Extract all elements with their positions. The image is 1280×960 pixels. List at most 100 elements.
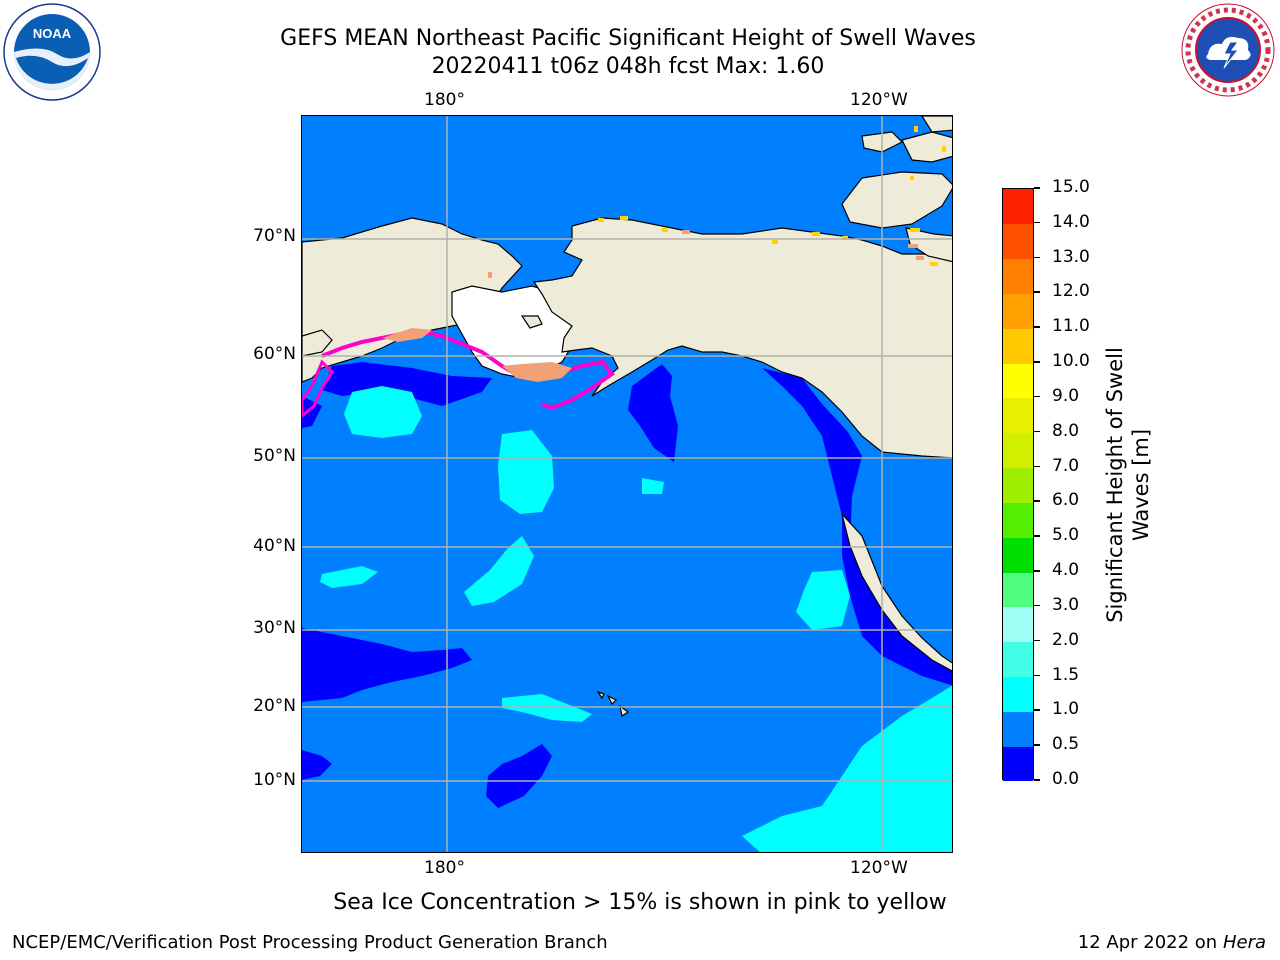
colorbar-segment (1003, 223, 1033, 260)
colorbar-segment (1003, 363, 1033, 399)
colorbar-tick-mark (1034, 291, 1040, 293)
footer-machine: Hera (1222, 932, 1266, 953)
grid-lines (302, 116, 952, 852)
colorbar-tick-mark (1034, 500, 1040, 502)
colorbar-tick-label: 13.0 (1052, 246, 1090, 267)
low-swell-zone-central-10n (486, 744, 552, 808)
colorbar-segment (1003, 572, 1033, 608)
colorbar-tick-mark (1034, 361, 1040, 363)
map-panel (301, 115, 953, 853)
colorbar-segment (1003, 537, 1033, 573)
low-swell-zone-west-10n (302, 750, 332, 780)
colorbar-tick-label: 7.0 (1052, 455, 1080, 476)
colorbar-tick-mark (1034, 430, 1040, 433)
colorbar-segment (1003, 502, 1033, 538)
colorbar-tick-label: 3.0 (1052, 594, 1080, 615)
colorbar-segment (1003, 293, 1033, 329)
colorbar-segment (1003, 676, 1033, 712)
colorbar-tick-label: 14.0 (1052, 211, 1090, 232)
noaa-logo-text: NOAA (33, 26, 72, 41)
noaa-logo: NOAA (2, 2, 102, 102)
lat-label-50n: 50°N (253, 446, 296, 466)
colorbar-tick-mark (1034, 570, 1040, 572)
high-swell-zone-california (796, 570, 850, 630)
land-masses (302, 116, 952, 717)
footer-date: 12 Apr 2022 on Hera (1078, 932, 1266, 953)
lat-label-10n: 10°N (253, 770, 296, 790)
top-lon-label-120w: 120°W (850, 90, 908, 110)
colorbar-segment (1003, 606, 1033, 643)
colorbar-segment (1003, 397, 1033, 434)
high-swell-zone-aleutians (344, 386, 422, 438)
colorbar-tick-mark (1034, 187, 1040, 189)
kamchatka-tip (302, 329, 333, 357)
colorbar-tick-mark (1034, 779, 1040, 781)
sea-ice-inner (502, 362, 572, 382)
colorbar-tick-mark (1034, 395, 1040, 398)
sea-ice-edge-kamchatka (302, 359, 334, 418)
colorbar-tick-label: 10.0 (1052, 351, 1090, 372)
nunivak-island (520, 315, 543, 329)
lat-label-30n: 30°N (253, 618, 296, 638)
footer-date-text: 12 Apr 2022 on (1077, 932, 1223, 953)
colorbar-tick-label: 1.0 (1052, 699, 1080, 720)
bottom-lon-label-120w: 120°W (850, 858, 908, 878)
low-swell-zone-west-30n (302, 628, 472, 702)
lat-label-60n: 60°N (253, 344, 296, 364)
map-canvas (302, 116, 952, 852)
colorbar-tick-mark (1034, 535, 1040, 537)
colorbar-tick-label: 15.0 (1052, 177, 1090, 197)
colorbar-segment (1003, 467, 1033, 503)
colorbar-tick-mark (1034, 604, 1040, 607)
lat-label-70n: 70°N (253, 226, 296, 246)
colorbar-tick-mark (1034, 256, 1040, 259)
colorbar-label-line2: Waves [m] (1129, 428, 1153, 542)
colorbar-segment (1003, 258, 1033, 294)
high-swell-zone-small-blob (642, 478, 664, 494)
hawaii-islands (596, 690, 630, 717)
high-swell-zone-hawaii (502, 694, 592, 722)
low-swell-zone-bering (322, 362, 492, 406)
colorbar-tick-label: 1.5 (1052, 664, 1080, 685)
colorbar-tick-label: 0.0 (1052, 769, 1080, 789)
colorbar-segment (1003, 746, 1033, 782)
top-lon-label-180: 180° (424, 90, 465, 110)
high-swell-zone-central-streak (464, 536, 534, 606)
colorbar-tick-mark (1034, 709, 1040, 711)
colorbar-tick-mark (1034, 639, 1040, 642)
high-swell-zone-west-40n (320, 566, 378, 588)
colorbar-tick-mark (1034, 221, 1040, 224)
colorbar-tick-label: 11.0 (1052, 316, 1090, 337)
colorbar-segment (1003, 328, 1033, 364)
low-swell-zone-gulf-of-alaska (628, 364, 678, 462)
sea-ice-edge (302, 126, 946, 418)
lat-label-20n: 20°N (253, 696, 296, 716)
colorbar-tick-label: 4.0 (1052, 560, 1080, 581)
footer-branch: NCEP/EMC/Verification Post Processing Pr… (12, 932, 608, 953)
colorbar (1002, 188, 1034, 782)
sea-ice-arctic-specks-orange (488, 230, 924, 278)
colorbar-segment (1003, 432, 1033, 469)
high-swell-zone-southeast (742, 685, 952, 852)
colorbar-tick-mark (1034, 326, 1040, 328)
colorbar-tick-label: 0.5 (1052, 734, 1080, 755)
colorbar-tick-label: 9.0 (1052, 385, 1080, 406)
arctic-island-1 (841, 171, 952, 229)
colorbar-tick-mark (1034, 465, 1040, 468)
colorbar-label: Significant Height of Swell Waves [m] (1102, 347, 1154, 623)
colorbar-tick-label: 2.0 (1052, 629, 1080, 650)
colorbar-tick-mark (1034, 674, 1040, 677)
colorbar-tick-label: 5.0 (1052, 525, 1080, 546)
low-swell-zone-kamchatka (302, 396, 322, 428)
colorbar-segment (1003, 189, 1033, 225)
nws-logo (1180, 2, 1276, 98)
colorbar-tick-label: 6.0 (1052, 490, 1080, 511)
colorbar-label-line1: Significant Height of Swell (1103, 347, 1127, 623)
colorbar-segment (1003, 641, 1033, 678)
chart-title: GEFS MEAN Northeast Pacific Significant … (280, 26, 976, 51)
sea-ice-note: Sea Ice Concentration > 15% is shown in … (333, 890, 947, 915)
lat-label-40n: 40°N (253, 536, 296, 556)
chart-subtitle: 20220411 t06z 048h fcst Max: 1.60 (431, 54, 825, 79)
us-mexico-coast (841, 513, 952, 672)
arctic-island-4 (921, 116, 952, 133)
